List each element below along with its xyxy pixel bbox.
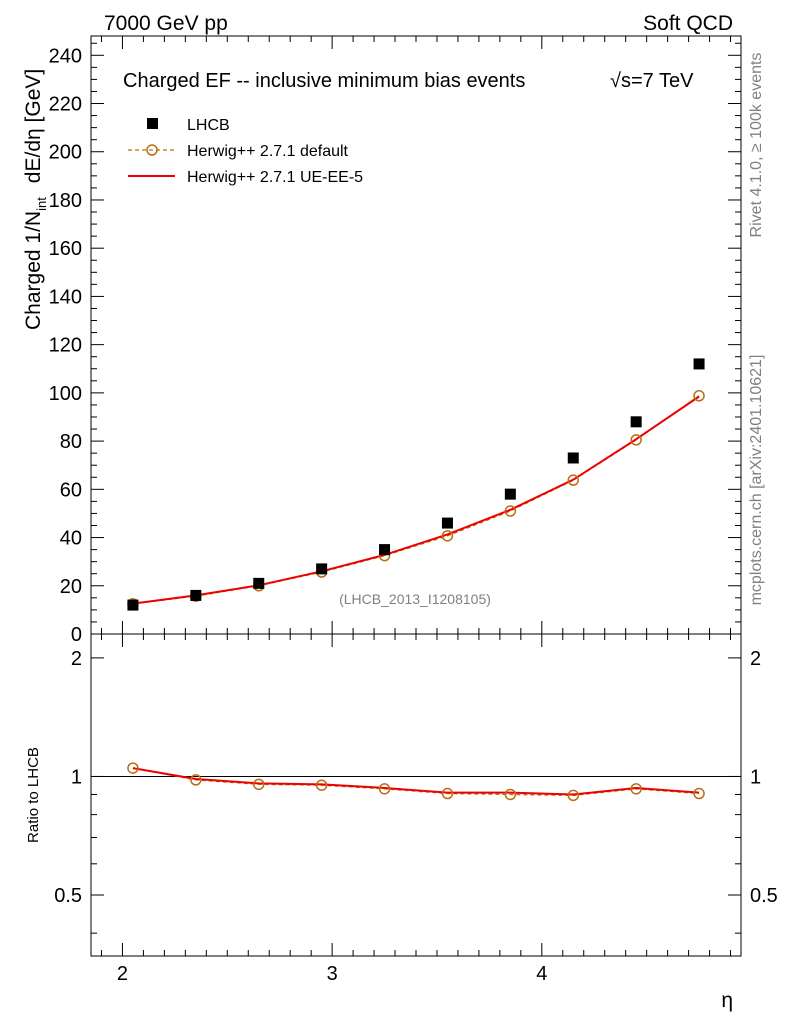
data-point-lhcb: [379, 544, 391, 556]
ratio-point-default: [630, 783, 642, 795]
series-point-default: [504, 505, 517, 517]
data-point-lhcb: [441, 517, 453, 529]
series-point-default: [693, 390, 705, 402]
data-point-lhcb: [693, 358, 705, 370]
data-point-lhcb: [253, 577, 265, 589]
x-axis-label: η: [721, 989, 733, 1012]
header-right: Soft QCD: [643, 12, 733, 35]
ratio-point-default: [315, 779, 328, 791]
x-tick-label: 4: [536, 963, 547, 985]
ratio-line-ueee5: [132, 767, 700, 796]
data-point-lhcb: [630, 416, 642, 428]
ratio-tick-label-left: 2: [71, 648, 82, 670]
series-point-default: [630, 434, 642, 446]
series-point-default: [567, 474, 580, 486]
legend-label-default: Herwig++ 2.7.1 default: [187, 143, 349, 160]
data-point-lhcb: [567, 452, 579, 464]
analysis-watermark: (LHCB_2013_I1208105): [339, 591, 491, 607]
y-tick-label: 120: [49, 335, 82, 357]
ratio-point-default: [504, 788, 517, 801]
series-line-default: [132, 395, 700, 605]
ratio-tick-label-right: 0.5: [750, 885, 778, 907]
ratio-tick-label-left: 0.5: [54, 885, 82, 907]
data-point-lhcb: [316, 563, 328, 575]
ratio-point-default: [190, 774, 202, 786]
y-tick-label: 20: [60, 576, 82, 598]
legend-label-lhcb: LHCB: [187, 117, 230, 134]
y-tick-label: 180: [49, 190, 82, 212]
chart-title: Charged EF -- inclusive minimum bias eve…: [123, 70, 525, 92]
legend-marker-default: [146, 144, 158, 156]
y-axis-label-sub: int: [34, 197, 49, 211]
rivet-label: Rivet 4.1.0, ≥ 100k events: [748, 53, 765, 238]
ratio-point-default: [693, 787, 705, 800]
x-tick-label: 3: [327, 963, 338, 985]
ratio-plot-data: [91, 762, 741, 802]
axis-ticks: [91, 36, 741, 956]
y-tick-label: 60: [60, 479, 82, 501]
data-point-lhcb: [504, 488, 516, 500]
y-tick-label: 200: [49, 142, 82, 164]
ratio-tick-label-right: 2: [750, 648, 761, 670]
x-tick-label: 2: [117, 963, 128, 985]
legend-marker-lhcb: [147, 118, 158, 129]
chart-title-energy: √s=7 TeV: [610, 70, 694, 92]
y-axis-label: Charged 1/Nint dE/dη [GeV]: [22, 69, 49, 330]
main-plot-data: [127, 358, 705, 611]
y-tick-label: 0: [71, 624, 82, 646]
data-point-lhcb: [190, 589, 202, 601]
ratio-point-default: [252, 778, 265, 791]
y-tick-label: 80: [60, 431, 82, 453]
ratio-y-axis-label: Ratio to LHCB: [25, 747, 42, 843]
y-tick-label: 220: [49, 94, 82, 116]
y-axis-label-unit: dE/dη [GeV]: [22, 69, 45, 183]
header-left: 7000 GeV pp: [104, 12, 228, 35]
ratio-point-default: [567, 789, 580, 802]
legend-label-ueee5: Herwig++ 2.7.1 UE-EE-5: [187, 169, 363, 186]
legend: LHCB Herwig++ 2.7.1 default Herwig++ 2.7…: [128, 117, 363, 186]
data-point-lhcb: [127, 599, 139, 611]
y-tick-label: 140: [49, 286, 82, 308]
ratio-point-default: [127, 762, 139, 774]
y-axis-label-main: Charged 1/N: [22, 211, 45, 330]
y-tick-label: 40: [60, 528, 82, 550]
ratio-tick-label-right: 1: [750, 766, 761, 788]
series-point-default: [441, 530, 454, 542]
y-tick-label: 160: [49, 238, 82, 260]
ratio-tick-label-left: 1: [71, 766, 82, 788]
mcplots-label: mcplots.cern.ch [arXiv:2401.10621]: [748, 355, 765, 606]
ratio-plot-frame: [90, 633, 742, 957]
y-tick-label: 240: [49, 45, 82, 67]
ratio-line-default: [132, 767, 700, 797]
ratio-point-default: [441, 787, 454, 800]
svg-text:Charged 1/NintdE/dη [GeV]: Charged 1/Nint dE/dη [GeV]: [22, 69, 49, 330]
ratio-point-default: [378, 783, 391, 795]
series-line-ueee5: [132, 395, 700, 605]
y-tick-label: 100: [49, 383, 82, 405]
